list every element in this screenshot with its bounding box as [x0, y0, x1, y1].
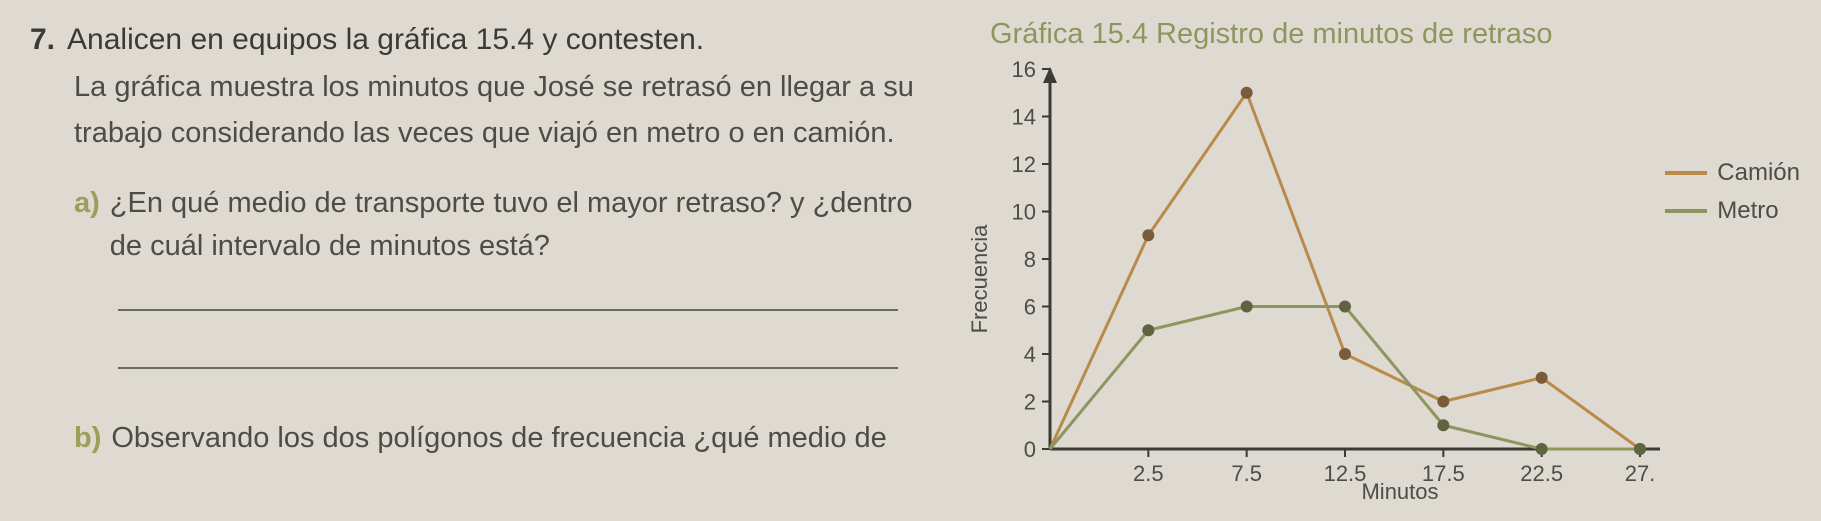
chart-column: Gráfica 15.4 Registro de minutos de retr…: [990, 18, 1810, 521]
sub-b-label: b): [74, 422, 101, 455]
page: 7. Analicen en equipos la gráfica 15.4 y…: [0, 0, 1821, 521]
legend-swatch-camion: [1665, 171, 1707, 175]
svg-text:14: 14: [1012, 105, 1036, 130]
svg-text:10: 10: [1012, 200, 1036, 225]
svg-text:4: 4: [1024, 342, 1036, 367]
x-axis-label: Minutos: [1361, 479, 1438, 505]
answer-blank-line[interactable]: [118, 309, 898, 311]
question-column: 7. Analicen en equipos la gráfica 15.4 y…: [30, 18, 990, 521]
question-title: Analicen en equipos la gráfica 15.4 y co…: [67, 18, 704, 62]
svg-text:7.5: 7.5: [1231, 461, 1262, 486]
sub-a-text: ¿En qué medio de transporte tuvo el mayo…: [110, 182, 913, 269]
sub-a-line1: ¿En qué medio de transporte tuvo el mayo…: [110, 187, 913, 219]
svg-text:12.5: 12.5: [1324, 461, 1367, 486]
answer-blank-line[interactable]: [118, 367, 898, 369]
legend-label-camion: Camión: [1717, 159, 1800, 187]
legend-item-metro: Metro: [1665, 197, 1800, 225]
svg-text:22.5: 22.5: [1520, 461, 1563, 486]
legend-item-camion: Camión: [1665, 159, 1800, 187]
svg-text:16: 16: [1012, 59, 1036, 82]
question-intro-line2: trabajo considerando las veces que viajó…: [74, 112, 960, 154]
svg-text:2.5: 2.5: [1133, 461, 1164, 486]
svg-text:27.: 27.: [1625, 461, 1656, 486]
question-number: 7.: [30, 23, 55, 57]
legend-swatch-metro: [1665, 209, 1707, 213]
line-chart-svg: 02468101214162.57.512.517.522.527.: [990, 59, 1810, 499]
chart-area: Frecuencia 02468101214162.57.512.517.522…: [990, 59, 1810, 499]
question-header: 7. Analicen en equipos la gráfica 15.4 y…: [30, 18, 960, 62]
svg-text:6: 6: [1024, 295, 1036, 320]
sub-question-b: b) Observando los dos polígonos de frecu…: [74, 417, 960, 461]
chart-title: Gráfica 15.4 Registro de minutos de retr…: [990, 18, 1810, 51]
legend-label-metro: Metro: [1717, 197, 1778, 225]
svg-text:12: 12: [1012, 152, 1036, 177]
svg-text:8: 8: [1024, 247, 1036, 272]
svg-text:0: 0: [1024, 437, 1036, 462]
sub-b-text: Observando los dos polígonos de frecuenc…: [111, 417, 886, 461]
sub-a-label: a): [74, 187, 100, 220]
y-axis-label: Frecuencia: [967, 225, 993, 334]
chart-legend: Camión Metro: [1665, 159, 1800, 235]
svg-text:2: 2: [1024, 390, 1036, 415]
sub-question-a: a) ¿En qué medio de transporte tuvo el m…: [74, 182, 960, 269]
question-intro-line1: La gráfica muestra los minutos que José …: [74, 66, 960, 108]
sub-a-line2: de cuál intervalo de minutos está?: [110, 230, 550, 262]
